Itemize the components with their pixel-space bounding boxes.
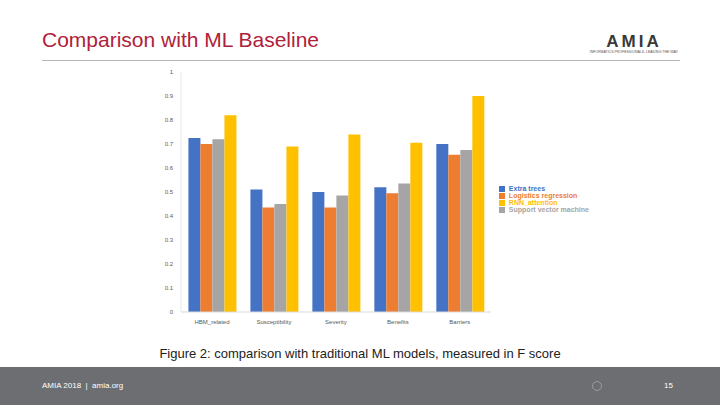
svg-text:Susceptibility: Susceptibility	[256, 319, 291, 325]
html-text:AMIA: AMIA	[606, 32, 662, 51]
svg-text:0.7: 0.7	[165, 141, 174, 147]
svg-text:0.2: 0.2	[165, 261, 174, 267]
svg-text:0.5: 0.5	[165, 189, 174, 195]
html-text:RNN_attention: RNN_attention	[508, 199, 558, 206]
svg-text:0.1: 0.1	[165, 285, 174, 291]
svg-text:0.9: 0.9	[165, 93, 174, 99]
svg-text:0.4: 0.4	[165, 213, 174, 219]
svg-text:0: 0	[170, 309, 174, 315]
svg-text:HBM_related: HBM_related	[194, 319, 229, 325]
html-text:Figure 2: comparison with trad: Figure 2: comparison with traditional ML…	[159, 346, 561, 361]
svg-text:0.3: 0.3	[165, 237, 174, 243]
svg-text:Severity: Severity	[325, 319, 347, 325]
html-text:Support vector machine: Support vector machine	[508, 206, 589, 214]
html-text:INFORMATICS PROFESSIONALS. LEA: INFORMATICS PROFESSIONALS. LEADING THE W…	[589, 50, 679, 54]
svg-text:1: 1	[170, 69, 174, 75]
svg-text:Benefits: Benefits	[387, 319, 409, 325]
svg-text:0.8: 0.8	[165, 117, 174, 123]
html-text:15: 15	[664, 381, 673, 390]
html-text:Extra trees: Extra trees	[508, 184, 546, 192]
svg-text:Barriers: Barriers	[449, 319, 470, 325]
svg-text:0.6: 0.6	[165, 165, 174, 171]
html-text:Logistics regression: Logistics regression	[508, 191, 578, 199]
html-text:AMIA 2018 | amia.org: AMIA 2018 | amia.org	[42, 381, 124, 390]
html-text:Comparison with ML Baseline: Comparison with ML Baseline	[42, 28, 319, 51]
